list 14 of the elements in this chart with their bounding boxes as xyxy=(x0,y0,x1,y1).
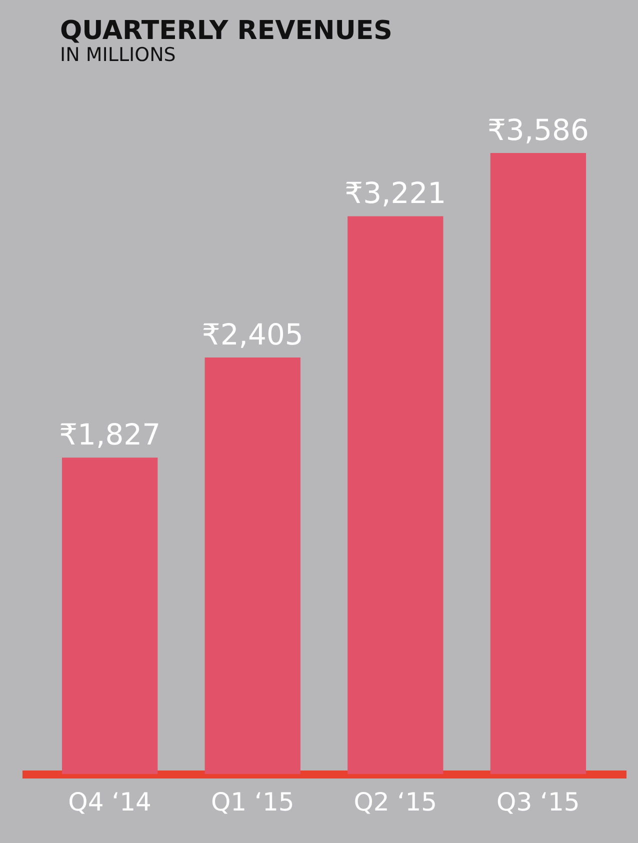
x-tick-label: Q3 ‘15 xyxy=(496,788,580,816)
x-tick-label: Q4 ‘14 xyxy=(68,788,152,816)
data-label: ₹2,405 xyxy=(202,318,304,352)
data-label: ₹3,221 xyxy=(344,176,446,210)
bar xyxy=(62,458,158,774)
chart-title: QUARTERLY REVENUES xyxy=(60,16,392,46)
data-label: ₹3,586 xyxy=(487,113,589,147)
x-tick-label: Q1 ‘15 xyxy=(210,788,294,816)
chart-subtitle: IN MILLIONS xyxy=(60,44,176,66)
data-label: ₹1,827 xyxy=(59,418,161,452)
x-tick-label: Q2 ‘15 xyxy=(354,788,438,816)
bar xyxy=(348,216,444,774)
bar xyxy=(490,153,586,774)
bar xyxy=(204,358,300,774)
